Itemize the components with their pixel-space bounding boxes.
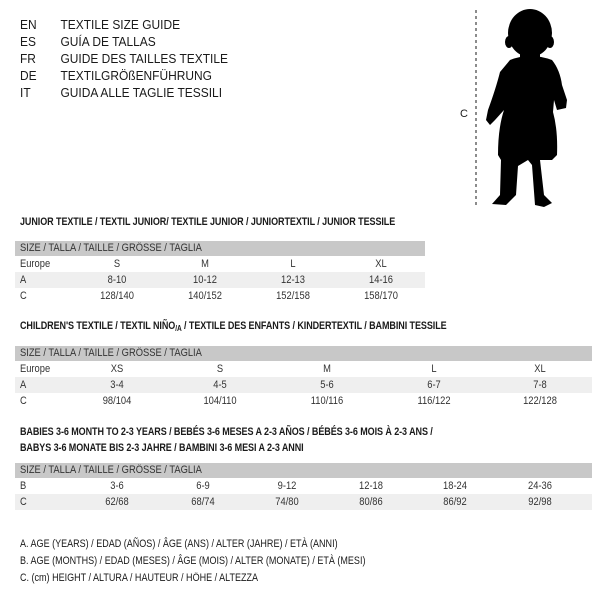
legend-a: A. AGE (YEARS) / EDAD (AÑOS) / ÂGE (ANS)…	[20, 538, 338, 550]
lang-code: EN	[20, 17, 37, 32]
legend-b: B. AGE (MONTHS) / EDAD (MESES) / ÂGE (MO…	[20, 555, 366, 567]
table-cell: 10-12	[193, 274, 217, 286]
table-row: Europe XS S M L XL	[15, 361, 592, 377]
table-header-row: SIZE / TALLA / TAILLE / GRÖSSE / TAGLIA	[15, 463, 592, 478]
table-cell: 116/122	[417, 395, 451, 407]
table-cell: S	[216, 363, 224, 375]
table-cell: 128/140	[100, 290, 134, 302]
table-header-label: SIZE / TALLA / TAILLE / GRÖSSE / TAGLIA	[20, 464, 202, 476]
table-cell: M	[201, 258, 209, 270]
table-cell: 6-9	[196, 480, 210, 492]
table-cell: XL	[534, 363, 546, 375]
table-cell: 110/116	[310, 395, 344, 407]
title-text: GUÍA DE TALLAS	[60, 34, 156, 49]
table-row: C 128/140 140/152 152/158 158/170	[15, 288, 425, 304]
row-label: C	[20, 496, 27, 508]
table-cell: M	[323, 363, 331, 375]
children-title-sub: /A	[175, 324, 182, 333]
legend-c: C. (cm) HEIGHT / ALTURA / HAUTEUR / HÖHE…	[20, 572, 259, 584]
lang-code: ES	[20, 34, 36, 49]
children-title: CHILDREN'S TEXTILE / TEXTIL NIÑO/A / TEX…	[20, 320, 447, 333]
table-cell: L	[290, 258, 296, 270]
table-cell: 6-7	[427, 379, 441, 391]
table-cell: 92/98	[528, 496, 552, 508]
table-cell: 5-6	[320, 379, 334, 391]
table-cell: 12-18	[359, 480, 383, 492]
table-cell: 80/86	[359, 496, 383, 508]
table-cell: XL	[375, 258, 387, 270]
table-cell: 158/170	[364, 290, 398, 302]
table-cell: 24-36	[528, 480, 552, 492]
row-label: Europe	[20, 258, 51, 270]
lang-code: FR	[20, 51, 36, 66]
measure-label-c: C	[460, 108, 468, 120]
lang-code: DE	[20, 68, 37, 83]
title-line-de: DE TEXTILGRÖßENFÜHRUNG	[20, 67, 212, 84]
table-row: Europe S M L XL	[15, 256, 425, 272]
table-cell: 18-24	[443, 480, 467, 492]
title-line-fr: FR GUIDE DES TAILLES TEXTILE	[20, 50, 228, 67]
table-header-row: SIZE / TALLA / TAILLE / GRÖSSE / TAGLIA	[15, 241, 425, 256]
junior-size-table: SIZE / TALLA / TAILLE / GRÖSSE / TAGLIA E…	[15, 241, 425, 304]
babies-title-line2: BABYS 3-6 MONATE BIS 2-3 JAHRE / BAMBINI…	[20, 442, 304, 454]
row-label: A	[20, 274, 27, 286]
title-line-en: EN TEXTILE SIZE GUIDE	[20, 16, 180, 33]
table-cell: 3-6	[110, 480, 124, 492]
table-row: C 62/68 68/74 74/80 80/86 86/92 92/98	[15, 494, 592, 510]
table-cell: 86/92	[443, 496, 467, 508]
table-header-label: SIZE / TALLA / TAILLE / GRÖSSE / TAGLIA	[20, 347, 202, 359]
babies-title-line1: BABIES 3-6 MONTH TO 2-3 YEARS / BEBÉS 3-…	[20, 426, 433, 438]
table-cell: 14-16	[369, 274, 393, 286]
baby-silhouette-icon	[475, 9, 567, 207]
table-cell: 62/68	[105, 496, 129, 508]
children-title-a: CHILDREN'S TEXTILE / TEXTIL NIÑO	[20, 320, 176, 332]
row-label: Europe	[20, 363, 51, 375]
row-label: B	[20, 480, 27, 492]
table-cell: 4-5	[213, 379, 227, 391]
babies-size-table: SIZE / TALLA / TAILLE / GRÖSSE / TAGLIA B…	[15, 463, 592, 510]
table-row: C 98/104 104/110 110/116 116/122 122/128	[15, 393, 592, 409]
title-line-es: ES GUÍA DE TALLAS	[20, 33, 156, 50]
baby-silhouette	[486, 9, 567, 207]
table-header-label: SIZE / TALLA / TAILLE / GRÖSSE / TAGLIA	[20, 242, 202, 254]
table-row: B 3-6 6-9 9-12 12-18 18-24 24-36	[15, 478, 592, 494]
table-cell: 122/128	[523, 395, 557, 407]
row-label: A	[20, 379, 27, 391]
table-cell: 152/158	[276, 290, 310, 302]
table-cell: 3-4	[110, 379, 124, 391]
children-title-b: / TEXTILE DES ENFANTS / KINDERTEXTIL / B…	[181, 320, 447, 332]
table-cell: 12-13	[281, 274, 305, 286]
table-cell: L	[431, 363, 437, 375]
junior-title: JUNIOR TEXTILE / TEXTIL JUNIOR/ TEXTILE …	[20, 216, 396, 228]
title-text: TEXTILE SIZE GUIDE	[60, 17, 181, 32]
table-cell: 140/152	[188, 290, 222, 302]
table-cell: 74/80	[275, 496, 299, 508]
title-text: GUIDA ALLE TAGLIE TESSILI	[60, 85, 223, 100]
table-cell: XS	[110, 363, 124, 375]
table-row: A 3-4 4-5 5-6 6-7 7-8	[15, 377, 592, 393]
table-cell: 8-10	[107, 274, 127, 286]
table-cell: 7-8	[533, 379, 547, 391]
children-size-table: SIZE / TALLA / TAILLE / GRÖSSE / TAGLIA E…	[15, 346, 592, 409]
table-cell: 98/104	[102, 395, 132, 407]
lang-code: IT	[20, 85, 31, 100]
table-row: A 8-10 10-12 12-13 14-16	[15, 272, 425, 288]
row-label: C	[20, 395, 27, 407]
title-text: TEXTILGRÖßENFÜHRUNG	[60, 68, 212, 83]
title-text: GUIDE DES TAILLES TEXTILE	[60, 51, 228, 66]
table-header-row: SIZE / TALLA / TAILLE / GRÖSSE / TAGLIA	[15, 346, 592, 361]
table-cell: 9-12	[277, 480, 297, 492]
table-cell: 104/110	[203, 395, 237, 407]
title-line-it: IT GUIDA ALLE TAGLIE TESSILI	[20, 84, 222, 101]
table-cell: S	[113, 258, 121, 270]
row-label: C	[20, 290, 27, 302]
table-cell: 68/74	[191, 496, 215, 508]
